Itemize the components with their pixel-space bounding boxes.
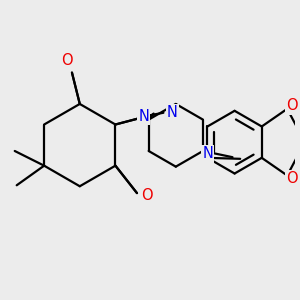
Text: O: O (141, 188, 153, 202)
Text: O: O (61, 53, 73, 68)
Text: N: N (138, 109, 149, 124)
Text: N: N (167, 105, 178, 120)
Text: O: O (286, 171, 298, 186)
Text: N: N (202, 146, 213, 161)
Text: O: O (286, 98, 298, 113)
